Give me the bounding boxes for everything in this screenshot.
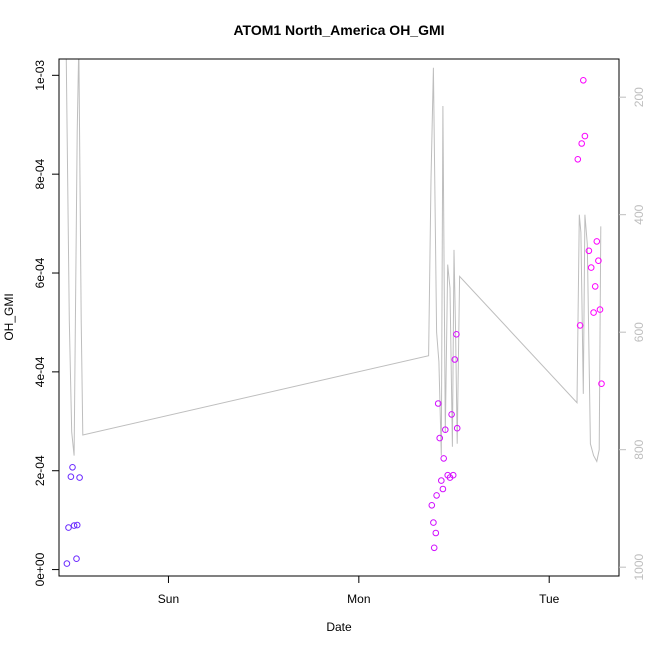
data-point <box>434 400 442 407</box>
x-axis-label: Date <box>326 620 352 634</box>
y-tick-label: 2e-04 <box>33 455 47 486</box>
data-point <box>73 521 81 529</box>
x-axis: Sun Mon Tue <box>158 576 560 606</box>
y2-tick-label: 600 <box>632 322 646 342</box>
y-axis-label: OH_GMI <box>2 293 16 340</box>
data-point <box>581 132 589 140</box>
x-tick-label: Mon <box>347 592 370 606</box>
data-point <box>587 264 595 271</box>
data-point <box>73 555 80 563</box>
data-point <box>440 455 448 462</box>
y2-tick-label: 800 <box>632 439 646 459</box>
data-point <box>69 464 76 471</box>
data-point <box>438 477 445 484</box>
data-point <box>578 140 586 147</box>
data-point <box>576 322 584 329</box>
y-axis: 0e+00 2e-04 4e-04 6e-04 8e-04 1e-03 <box>33 60 59 586</box>
x-tick-label: Sun <box>158 592 179 606</box>
data-point <box>65 524 72 531</box>
series-line <box>65 59 602 463</box>
data-point <box>574 156 582 163</box>
data-point <box>580 77 587 84</box>
data-point <box>593 238 601 245</box>
data-point <box>448 411 455 418</box>
y-tick-label: 1e-03 <box>33 60 47 91</box>
y-tick-label: 4e-04 <box>33 356 47 387</box>
data-point <box>585 247 593 255</box>
y2-tick-label: 400 <box>632 204 646 224</box>
data-point <box>436 434 444 442</box>
y2-tick-label: 200 <box>632 87 646 107</box>
y-tick-label: 0e+00 <box>33 552 47 586</box>
data-point <box>451 356 459 363</box>
data-point <box>76 474 83 481</box>
chart-title: ATOM1 North_America OH_GMI <box>233 22 444 38</box>
plot-frame <box>58 58 620 577</box>
data-point <box>595 257 602 265</box>
x-tick-label: Tue <box>539 592 560 606</box>
data-point <box>432 529 440 537</box>
y2-tick-label: 1000 <box>632 554 646 581</box>
data-point <box>70 522 78 529</box>
data-point <box>433 492 440 499</box>
data-point <box>590 309 597 316</box>
data-point <box>428 502 436 509</box>
y2-axis: 200 400 600 800 1000 <box>619 87 646 581</box>
y-tick-label: 6e-04 <box>33 257 47 288</box>
data-point <box>63 560 71 567</box>
data-point <box>442 426 449 434</box>
data-point <box>430 519 437 526</box>
y-tick-label: 8e-04 <box>33 158 47 189</box>
data-point <box>430 544 438 552</box>
data-point <box>591 283 599 290</box>
data-point <box>453 331 460 338</box>
data-point <box>453 424 461 432</box>
points-layer <box>63 77 605 567</box>
data-point <box>67 473 75 481</box>
data-point <box>598 380 605 388</box>
data-point <box>596 306 604 313</box>
data-point <box>439 485 447 493</box>
data-point <box>449 471 457 479</box>
line-layer <box>65 59 602 463</box>
